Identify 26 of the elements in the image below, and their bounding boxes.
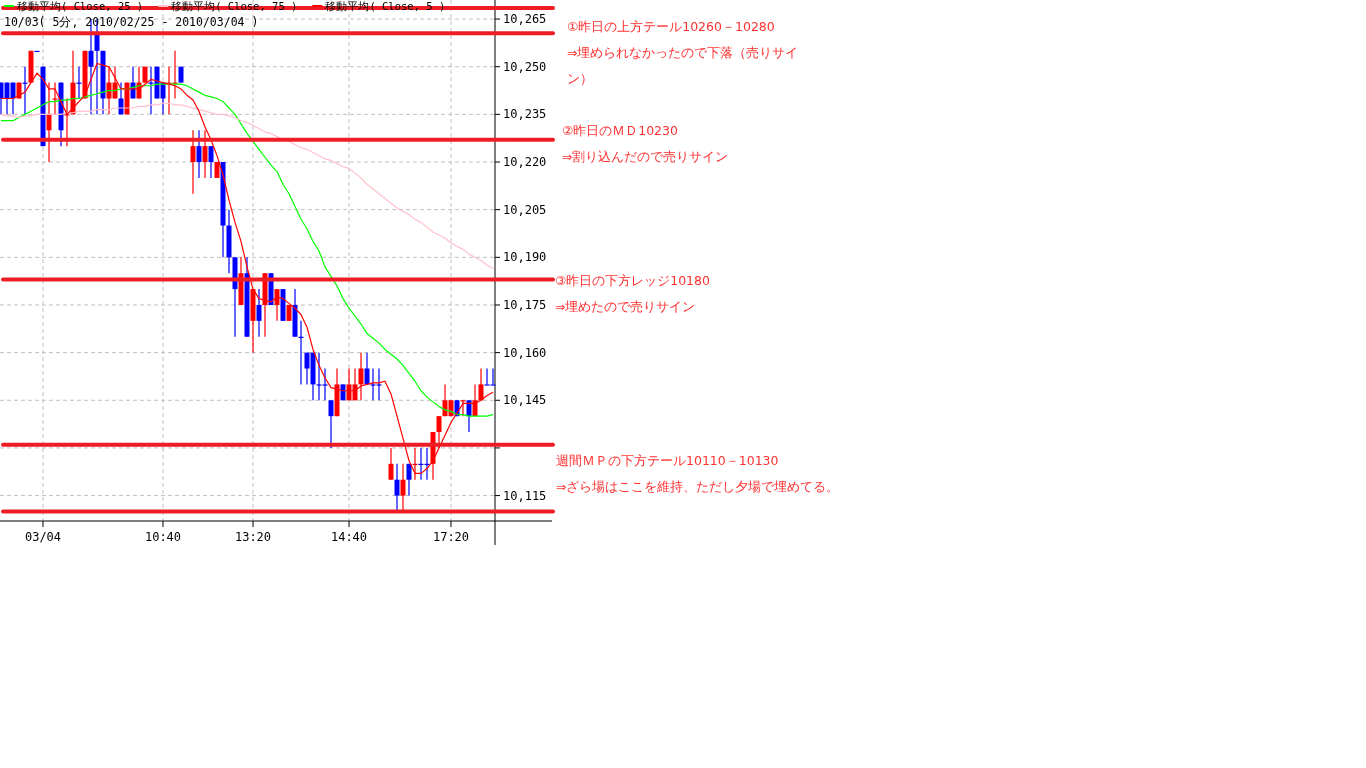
y-tick-label: 10,220 (503, 155, 547, 170)
text: ①昨日の上方テール10260－10280 (567, 18, 776, 36)
text: ③昨日の下方レッジ10180 (555, 272, 711, 290)
y-tick-label: 10,175 (503, 297, 547, 312)
x-tick-label: 13:20 (234, 530, 272, 544)
legend-label: 移動平均( Close, 75 ) (171, 0, 298, 12)
text: ②昨日のＭＤ10230 (562, 122, 679, 140)
y-tick-label: 10,145 (503, 393, 547, 408)
text: 週間ＭＰの下方テール10110－10130 (556, 452, 780, 470)
text: ⇒埋めたので売りサイン (555, 298, 697, 316)
y-tick-label: 10,190 (503, 250, 547, 265)
legend-label: 移動平均( Close, 25 ) (17, 0, 144, 12)
text: ⇒ざら場はここを維持、ただし夕場で埋めてる。 (556, 478, 841, 496)
legend-label: 移動平均( Close, 5 ) (325, 0, 446, 12)
y-tick-label: 10,205 (503, 202, 547, 217)
x-tick-label: 10:40 (144, 530, 182, 544)
x-tick-label: 14:40 (330, 530, 368, 544)
text: ⇒埋められなかったので下落（売りサイン） (567, 44, 800, 88)
x-tick-label: 03/04 (24, 530, 62, 544)
y-tick-label: 10,115 (503, 488, 547, 503)
y-tick-label: 10,265 (503, 12, 547, 27)
y-tick-label: 10,235 (503, 107, 547, 122)
y-tick-label: 10,250 (503, 59, 547, 74)
x-tick-label: 17:20 (432, 530, 470, 544)
y-tick-label: 10,160 (503, 345, 547, 360)
text: ⇒割り込んだので売りサイン (562, 148, 730, 166)
